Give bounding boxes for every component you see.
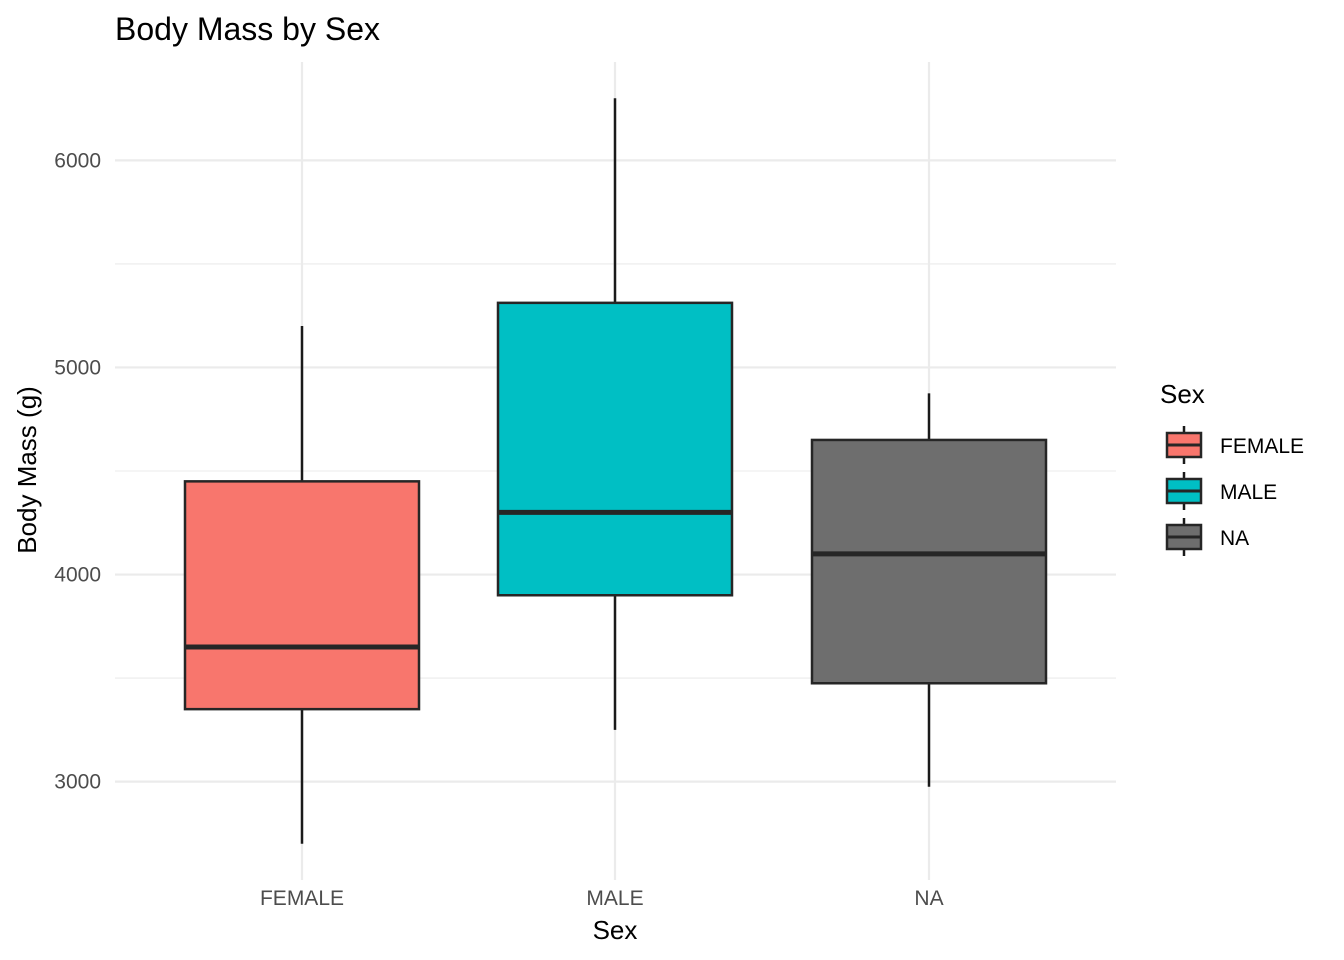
y-tick-label: 3000: [54, 771, 101, 794]
y-tick-label: 6000: [54, 149, 101, 172]
y-axis-title: Body Mass (g): [12, 386, 42, 554]
box-na: [810, 393, 1048, 787]
legend-item-na: NA: [1165, 518, 1249, 556]
legend: Sex FEMALE MALE NA: [1160, 379, 1304, 556]
y-tick-label: 4000: [54, 564, 101, 587]
legend-label: MALE: [1220, 481, 1277, 504]
legend-label: FEMALE: [1220, 435, 1304, 458]
y-axis-tick-labels: 3000 4000 5000 6000: [54, 149, 101, 793]
legend-item-female: FEMALE: [1165, 426, 1304, 464]
box-female: [183, 326, 421, 844]
y-tick-label: 5000: [54, 356, 101, 379]
x-axis-title: Sex: [593, 915, 638, 945]
box-plot-marks: [183, 98, 1048, 844]
box-iqr: [810, 438, 1048, 685]
chart-title: Body Mass by Sex: [115, 11, 380, 47]
x-tick-label: MALE: [586, 887, 643, 910]
legend-item-male: MALE: [1165, 472, 1277, 510]
legend-label: NA: [1220, 527, 1249, 550]
legend-title: Sex: [1160, 379, 1205, 409]
box-male: [496, 98, 734, 730]
x-tick-label: FEMALE: [260, 887, 344, 910]
box-iqr: [496, 301, 734, 597]
box-iqr: [183, 480, 421, 711]
x-axis-tick-labels: FEMALE MALE NA: [260, 887, 944, 910]
x-tick-label: NA: [914, 887, 943, 910]
